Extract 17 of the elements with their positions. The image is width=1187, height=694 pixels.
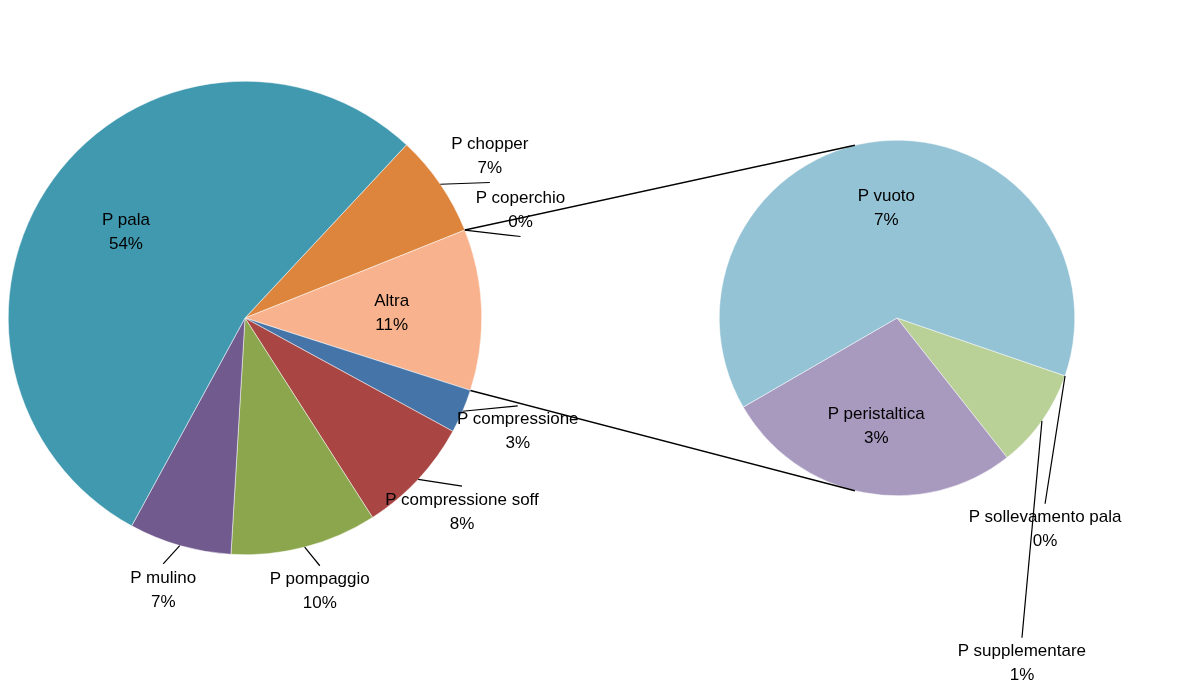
slice-label: P pala <box>101 209 151 229</box>
slice-label: Altra <box>374 290 410 310</box>
data-label: 3% <box>864 427 889 447</box>
data-label: 7% <box>150 591 176 611</box>
slice-label: P compressione soff <box>385 489 539 509</box>
slice-label: P pompaggio <box>269 569 370 589</box>
data-label: 11% <box>375 314 409 334</box>
data-label: 1% <box>1009 665 1035 685</box>
data-label: 8% <box>449 513 475 533</box>
data-label: 54% <box>108 233 143 253</box>
slice-label: P mulino <box>130 567 197 587</box>
text: 0% <box>1032 531 1058 551</box>
data-label: 7% <box>874 210 899 229</box>
slice-label: P peristaltica <box>827 403 926 423</box>
slice-label: P vuoto <box>857 186 916 205</box>
slice-label: P supplementare <box>957 641 1087 661</box>
data-label: 10% <box>302 593 337 613</box>
